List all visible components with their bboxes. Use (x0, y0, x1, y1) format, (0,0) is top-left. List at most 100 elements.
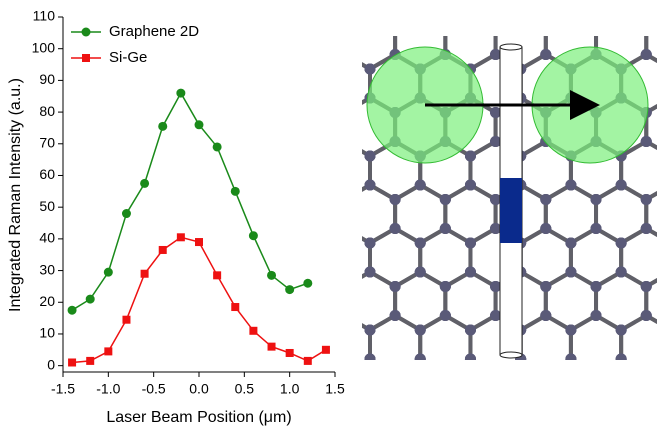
atom (565, 325, 576, 336)
atom (565, 6, 576, 17)
atom (616, 238, 627, 249)
y-tick-label: 90 (39, 71, 55, 87)
atom (314, 267, 325, 278)
atom (339, 281, 350, 292)
atom (440, 310, 451, 321)
atom (440, 20, 451, 31)
x-tick-label: 0.5 (235, 381, 255, 397)
atom (490, 368, 501, 379)
atom (490, 310, 501, 321)
bond-ring (521, 316, 571, 374)
atom (289, 310, 300, 321)
atom (490, 194, 501, 205)
atom (565, 354, 576, 365)
atom (339, 20, 350, 31)
atom (289, 136, 300, 147)
atom (490, 20, 501, 31)
atom (540, 310, 551, 321)
atom (490, 223, 501, 234)
atom (490, 281, 501, 292)
atom (515, 6, 526, 17)
atom (641, 194, 652, 205)
atom (540, 194, 551, 205)
x-axis-title: Laser Beam Position (μm) (106, 409, 291, 426)
atom (565, 267, 576, 278)
y-tick-label: 0 (47, 356, 55, 372)
atom (314, 151, 325, 162)
atom (440, 368, 451, 379)
atom (465, 238, 476, 249)
atom (540, 223, 551, 234)
atom (415, 6, 426, 17)
atom (641, 223, 652, 234)
atom (339, 136, 350, 147)
atom (314, 325, 325, 336)
atom (540, 368, 551, 379)
figure: Integrated Raman Intensity (a.u.) Laser … (0, 0, 657, 434)
atom (540, 281, 551, 292)
atom (390, 397, 401, 408)
atom (390, 368, 401, 379)
atom (465, 6, 476, 17)
y-tick-label: 10 (39, 325, 55, 341)
tube-segment (500, 178, 522, 243)
atom (540, 397, 551, 408)
atom (339, 49, 350, 60)
atom (415, 325, 426, 336)
atom (339, 194, 350, 205)
atom (289, 397, 300, 408)
legend-marker (82, 28, 91, 37)
bond-ring (571, 316, 621, 374)
bond-ring (320, 0, 370, 26)
atom (490, 20, 501, 31)
atom (339, 397, 350, 408)
bond-ring (420, 316, 470, 374)
atom (465, 6, 476, 17)
atom (440, 281, 451, 292)
bond-ring (370, 0, 420, 26)
y-axis-title: Integrated Raman Intensity (a.u.) (7, 78, 24, 312)
x-tick-label: -1.5 (51, 381, 75, 397)
atom (641, 397, 652, 408)
atom (616, 6, 627, 17)
atom (289, 49, 300, 60)
atom (540, 20, 551, 31)
bond-ring (470, 0, 520, 26)
data-point (195, 238, 203, 246)
atom (339, 310, 350, 321)
atom (591, 223, 602, 234)
atom (565, 412, 576, 423)
atom (314, 325, 325, 336)
atom (641, 397, 652, 408)
data-point (177, 233, 185, 241)
atom (565, 180, 576, 191)
atom (440, 397, 451, 408)
bond-ring (345, 359, 395, 417)
atom (339, 107, 350, 118)
atom (465, 412, 476, 423)
bond-ring (596, 359, 646, 417)
legend-label: Graphene 2D (109, 23, 199, 40)
atom (591, 20, 602, 31)
atom (415, 6, 426, 17)
atom (490, 368, 501, 379)
bond-ring (420, 0, 470, 26)
atom (440, 368, 451, 379)
legend-marker (82, 54, 90, 62)
atom (591, 397, 602, 408)
atom (616, 325, 627, 336)
atom (440, 397, 451, 408)
atom (591, 368, 602, 379)
bond-ring (646, 359, 657, 417)
y-tick-label: 60 (39, 166, 55, 182)
atom (641, 20, 652, 31)
data-point (159, 246, 167, 254)
data-point (86, 357, 94, 365)
atom (365, 412, 376, 423)
atom (465, 6, 476, 17)
atom (591, 20, 602, 31)
atom (390, 20, 401, 31)
atom (339, 368, 350, 379)
atom (339, 20, 350, 31)
atom (390, 194, 401, 205)
